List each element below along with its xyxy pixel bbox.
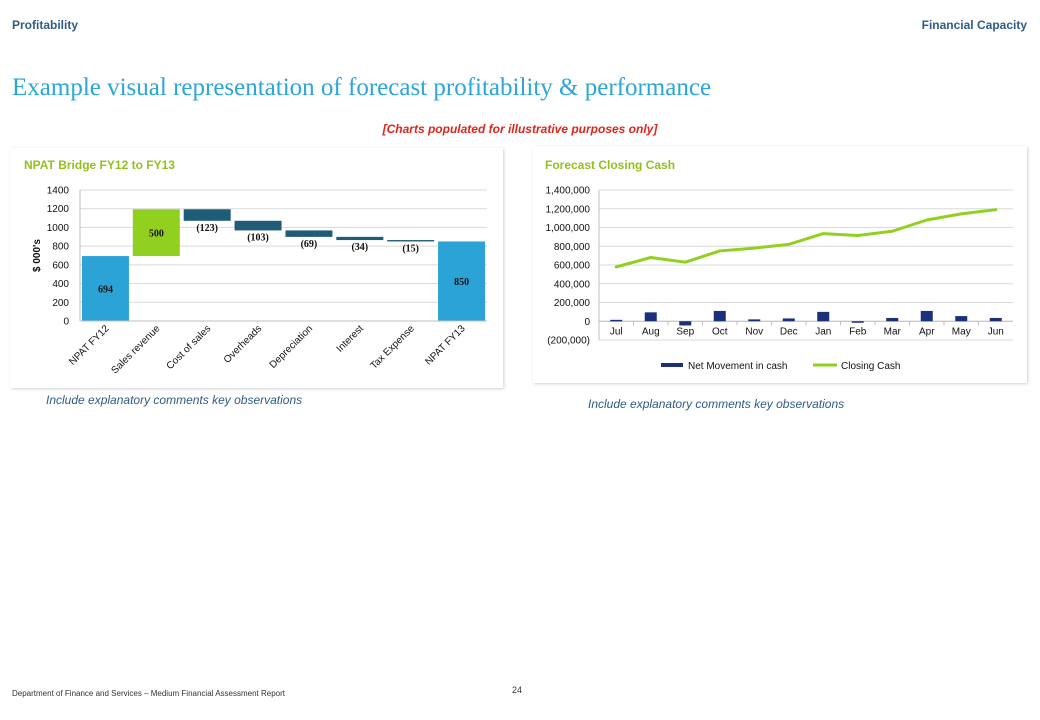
closing-cash-chart: Forecast Closing Cash (200,000) 0 200,000 40…: [545, 158, 1013, 372]
x-tick-label: Jan: [815, 326, 831, 337]
x-tick-label: Jul: [610, 326, 623, 337]
closing-cash-line: [614, 208, 998, 269]
npat-bridge-chart-panel: NPAT Bridge FY12 to FY13 $ 000's 0 200 400 60…: [10, 148, 503, 388]
x-tick-label: NPAT FY13: [423, 323, 468, 368]
x-tick-label: Feb: [849, 326, 867, 337]
net-movement-bar: [955, 316, 968, 322]
y-tick-label: 1,200,000: [546, 204, 591, 215]
x-tick-label: Cost of sales: [165, 323, 214, 372]
legend-item-closing-cash: Closing Cash: [813, 361, 900, 372]
legend-item-net-movement: Net Movement in cash: [661, 361, 788, 372]
y-tick-label: 400: [52, 279, 69, 290]
x-tick-label: Aug: [642, 326, 660, 337]
y-tick-label: 1000: [47, 223, 70, 234]
chart-title: Forecast Closing Cash: [545, 158, 675, 172]
legend-label: Closing Cash: [841, 361, 900, 372]
net-movement-bar: [886, 317, 899, 322]
waterfall-bar: [132, 209, 180, 257]
net-movement-bar: [610, 319, 623, 322]
x-tick-label: Depreciation: [268, 323, 315, 370]
y-tick-label: 800: [52, 242, 69, 253]
y-tick-label: (200,000): [547, 336, 590, 347]
x-tick-label: Interest: [335, 323, 367, 355]
legend-swatch: [661, 363, 683, 367]
waterfall-bar: [387, 240, 435, 242]
waterfall-bar: [336, 236, 384, 241]
waterfall-bar: [81, 256, 129, 321]
data-label: (15): [402, 243, 419, 254]
y-tick-label: 1,400,000: [546, 186, 591, 197]
net-movement-bar: [920, 310, 933, 322]
closing-cash-chart-panel: Forecast Closing Cash (200,000) 0 200,000 40…: [533, 146, 1027, 383]
x-tick-label: Oct: [712, 326, 728, 337]
y-tick-label: 1,000,000: [546, 223, 591, 234]
disclaimer-note: [Charts populated for illustrative purpo…: [382, 122, 658, 136]
section-label-financial-capacity: Financial Capacity: [921, 18, 1027, 32]
page-title: Example visual representation of forecas…: [12, 74, 712, 101]
net-movement-bar: [782, 318, 795, 322]
x-tick-label: Sales revenue: [109, 323, 162, 376]
y-tick-label: 800,000: [554, 242, 591, 253]
y-tick-label: 0: [63, 317, 69, 328]
net-movement-bar: [644, 312, 657, 322]
y-tick-label: 200,000: [554, 298, 591, 309]
waterfall-bar: [285, 230, 333, 237]
y-tick-label: 600: [52, 260, 69, 271]
section-label-profitability: Profitability: [12, 18, 79, 32]
waterfall-bar: [183, 209, 231, 221]
waterfall-bar: [438, 241, 486, 321]
data-label: (123): [196, 223, 218, 234]
x-tick-label: Mar: [884, 326, 902, 337]
x-tick-label: Tax Expense: [369, 323, 418, 372]
comment-left: Include explanatory comments key observa…: [46, 393, 303, 407]
x-tick-label: Jun: [988, 326, 1004, 337]
data-label: (103): [247, 232, 269, 243]
x-tick-label: May: [952, 326, 971, 337]
net-movement-bar: [817, 311, 830, 322]
net-movement-bar: [713, 310, 726, 322]
y-tick-label: 600,000: [554, 261, 591, 272]
x-tick-label: Dec: [780, 326, 798, 337]
x-tick-label: NPAT FY12: [67, 323, 112, 368]
y-tick-label: 1200: [47, 204, 70, 215]
page-number: 24: [512, 685, 523, 695]
footer-text: Department of Finance and Services – Med…: [12, 689, 286, 698]
comment-right: Include explanatory comments key observa…: [588, 397, 845, 411]
y-axis-label: $ 000's: [32, 239, 43, 272]
legend-label: Net Movement in cash: [688, 361, 788, 372]
y-tick-label: 1400: [47, 186, 70, 197]
waterfall-bar: [234, 220, 282, 231]
net-movement-bar: [679, 321, 692, 326]
npat-bridge-chart: NPAT Bridge FY12 to FY13 $ 000's 0 200 400 60…: [24, 158, 487, 376]
data-label: 850: [454, 277, 469, 288]
chart-title: NPAT Bridge FY12 to FY13: [24, 158, 175, 172]
y-tick-label: 400,000: [554, 279, 591, 290]
data-label: 694: [98, 285, 113, 296]
x-tick-label: Sep: [676, 326, 694, 337]
data-label: (69): [301, 239, 318, 250]
net-movement-bar: [851, 321, 864, 323]
y-tick-label: 0: [584, 317, 590, 328]
y-tick-label: 200: [52, 298, 69, 309]
net-movement-bar: [989, 317, 1002, 322]
data-label: 500: [149, 229, 164, 240]
data-label: (34): [351, 242, 368, 253]
x-tick-label: Apr: [919, 326, 935, 337]
x-tick-label: Nov: [745, 326, 763, 337]
x-tick-label: Overheads: [222, 323, 264, 365]
net-movement-bar: [748, 319, 761, 322]
